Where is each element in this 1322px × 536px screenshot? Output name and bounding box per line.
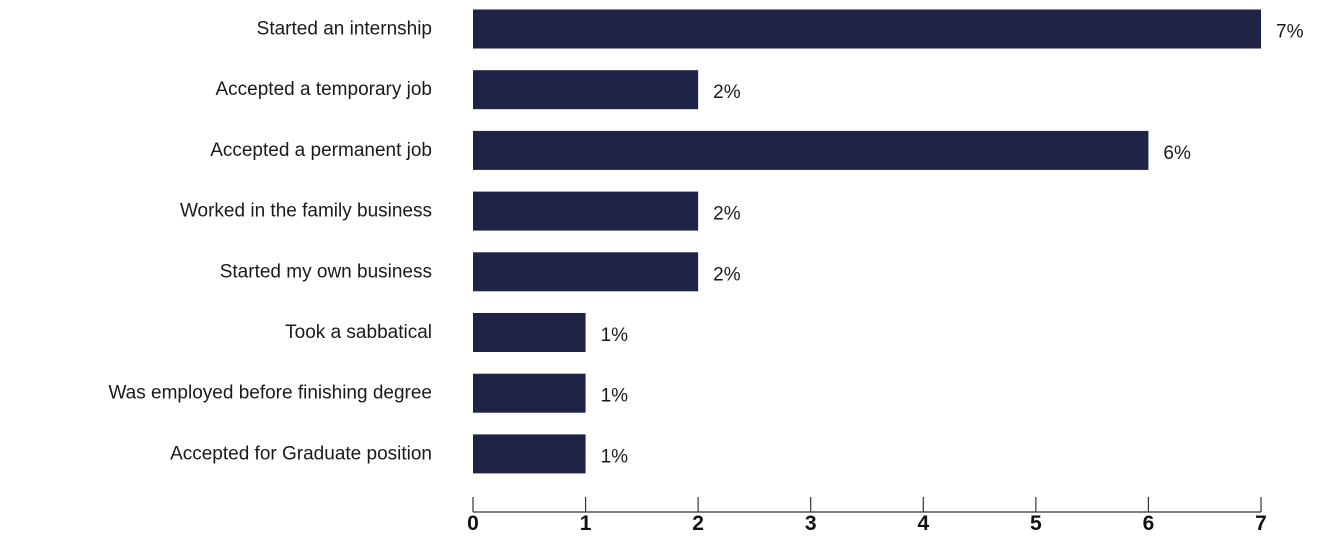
category-label: Started my own business <box>220 261 432 282</box>
category-labels-layer: Started an internship Accepted a temporar… <box>108 19 432 465</box>
bar <box>473 373 586 413</box>
bar <box>473 252 699 292</box>
category-label: Accepted for Graduate position <box>170 443 432 464</box>
x-tick-label: 0 <box>467 512 479 531</box>
value-label: 1% <box>601 325 629 346</box>
category-label: Was employed before finishing degree <box>108 383 432 404</box>
x-tick-label: 1 <box>580 512 592 531</box>
value-label: 1% <box>601 386 629 407</box>
category-label: Accepted a permanent job <box>210 140 432 161</box>
value-label: 6% <box>1163 143 1191 164</box>
x-tick-label: 2 <box>692 512 704 531</box>
bar <box>473 70 699 110</box>
x-tick-label: 6 <box>1143 512 1155 531</box>
x-tick-label: 3 <box>805 512 817 531</box>
x-tick-label: 5 <box>1030 512 1042 531</box>
value-label: 7% <box>1276 22 1304 43</box>
value-label: 2% <box>713 264 741 285</box>
bar <box>473 130 1149 170</box>
x-axis: 0 1 2 3 4 5 6 7 <box>467 497 1267 535</box>
category-label: Accepted a temporary job <box>215 79 432 100</box>
category-label: Took a sabbatical <box>285 322 432 343</box>
bars-layer <box>473 9 1261 474</box>
x-tick-label: 4 <box>917 512 929 531</box>
bar <box>473 313 586 352</box>
bar <box>473 434 586 474</box>
value-labels-layer: 7% 2% 6% 2% 2% 1% 1% 1% <box>601 22 1304 468</box>
value-label: 1% <box>601 446 629 467</box>
bar <box>473 191 699 231</box>
x-tick-label: 7 <box>1255 512 1267 531</box>
category-label: Worked in the family business <box>180 201 432 222</box>
value-label: 2% <box>713 204 741 225</box>
value-label: 2% <box>713 82 741 103</box>
category-label: Started an internship <box>257 19 432 40</box>
bar <box>473 9 1261 49</box>
